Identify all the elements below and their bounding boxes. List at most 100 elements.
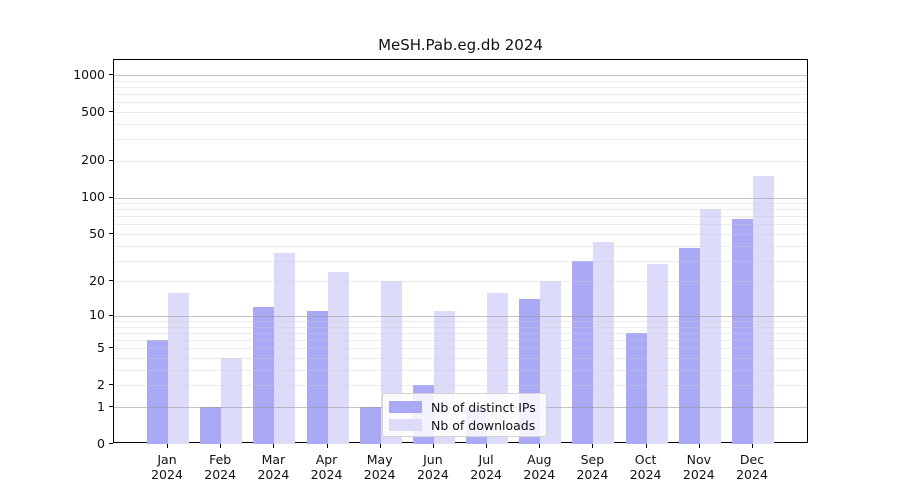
y-tick-mark-0	[109, 443, 113, 444]
bar-feb-downloads	[221, 358, 243, 444]
bar-sep-downloads	[593, 241, 615, 444]
gridline-major-100	[114, 197, 807, 199]
gridline-minor-6	[114, 340, 807, 342]
legend-swatch-downloads	[389, 419, 422, 431]
x-tick-label-apr: Apr 2024	[310, 452, 343, 482]
x-tick-label-may: May 2024	[363, 452, 396, 482]
gridline-minor-80	[114, 209, 807, 211]
gridline-minor-50	[114, 234, 807, 235]
y-tick-mark-1	[109, 406, 113, 407]
gridline-minor-4	[114, 358, 807, 359]
gridline-minor-60	[114, 224, 807, 226]
y-tick-label-50: 50	[89, 225, 105, 241]
gridline-minor-20	[114, 281, 807, 283]
chart-title: MeSH.Pab.eg.db 2024	[378, 36, 543, 54]
gridline-minor-700	[114, 94, 807, 95]
bar-sep-distinct-ips	[572, 260, 594, 444]
legend-label-distinct-ips: Nb of distinct IPs	[431, 399, 536, 415]
y-tick-mark-50	[109, 233, 113, 234]
gridline-minor-500	[114, 112, 807, 113]
gridline-minor-40	[114, 245, 807, 247]
gridline-minor-90	[114, 203, 807, 205]
y-tick-label-10: 10	[89, 307, 105, 323]
y-tick-mark-200	[109, 159, 113, 161]
gridline-minor-7	[114, 332, 807, 334]
x-tick-label-jan: Jan 2024	[151, 452, 183, 482]
x-tick-mark-sep	[592, 444, 594, 448]
legend-label-downloads: Nb of downloads	[431, 417, 536, 433]
gridline-minor-400	[114, 123, 807, 125]
bar-feb-distinct-ips	[200, 407, 222, 444]
y-tick-label-20: 20	[89, 272, 105, 288]
gridline-minor-600	[114, 102, 807, 104]
x-tick-label-jul: Jul 2024	[470, 452, 502, 482]
gridline-minor-200	[114, 160, 807, 162]
y-tick-label-1000: 1000	[73, 66, 105, 82]
gridline-minor-30	[114, 260, 807, 262]
gridline-minor-8	[114, 326, 807, 328]
x-tick-mark-jun	[432, 444, 434, 448]
bar-dec-distinct-ips	[732, 219, 753, 444]
y-tick-mark-100	[109, 196, 113, 198]
y-tick-label-100: 100	[81, 189, 105, 204]
y-tick-mark-500	[109, 111, 113, 112]
y-tick-label-0: 0	[97, 435, 105, 451]
bar-jan-distinct-ips	[147, 340, 168, 444]
bar-apr-downloads	[327, 272, 349, 444]
x-tick-mark-oct	[645, 444, 647, 448]
bar-mar-downloads	[274, 252, 296, 444]
x-tick-label-nov: Nov 2024	[682, 452, 715, 482]
y-tick-label-5: 5	[97, 339, 105, 355]
legend-row-downloads: Nb of downloads	[389, 416, 540, 434]
y-tick-label-200: 200	[81, 152, 105, 168]
x-tick-label-aug: Aug 2024	[523, 452, 556, 482]
gridline-minor-2	[114, 385, 807, 387]
x-tick-label-mar: Mar 2024	[257, 452, 290, 482]
legend-swatch-distinct-ips	[389, 401, 422, 413]
bar-apr-distinct-ips	[306, 311, 328, 444]
gridline-major-10	[114, 315, 807, 317]
bar-nov-downloads	[699, 209, 721, 444]
x-tick-mark-jan	[167, 444, 168, 448]
x-tick-mark-mar	[273, 444, 275, 448]
gridline-minor-9	[114, 321, 807, 322]
x-tick-label-jun: Jun 2024	[416, 452, 449, 482]
bar-jan-downloads	[168, 292, 189, 444]
y-tick-label-2: 2	[97, 376, 105, 392]
plot-area	[113, 59, 808, 444]
bar-mar-distinct-ips	[253, 307, 275, 444]
x-tick-label-sep: Sep 2024	[576, 452, 609, 482]
x-tick-mark-feb	[220, 444, 222, 448]
bar-oct-downloads	[646, 264, 668, 444]
x-tick-mark-dec	[752, 444, 753, 448]
y-tick-mark-20	[109, 280, 113, 282]
gridline-minor-900	[114, 80, 807, 82]
bar-may-distinct-ips	[359, 407, 381, 444]
gridline-minor-3	[114, 370, 807, 371]
y-tick-mark-1000	[109, 74, 113, 75]
legend-row-distinct-ips: Nb of distinct IPs	[389, 398, 540, 416]
x-tick-mark-jul	[486, 444, 488, 448]
bar-dec-downloads	[753, 176, 774, 444]
gridline-minor-300	[114, 139, 807, 141]
bar-nov-distinct-ips	[678, 248, 700, 444]
y-tick-label-500: 500	[81, 103, 105, 119]
y-tick-mark-2	[109, 384, 113, 386]
y-tick-mark-10	[109, 314, 113, 316]
legend: Nb of distinct IPs Nb of downloads	[382, 393, 547, 437]
y-tick-label-1: 1	[97, 398, 105, 414]
x-tick-mark-may	[379, 444, 381, 448]
gridline-minor-800	[114, 86, 807, 88]
x-tick-mark-aug	[539, 444, 541, 448]
gridline-minor-5	[114, 348, 807, 350]
x-tick-label-feb: Feb 2024	[204, 452, 237, 482]
x-tick-label-dec: Dec 2024	[736, 452, 768, 482]
y-tick-mark-5	[109, 347, 113, 349]
gridline-minor-70	[114, 216, 807, 218]
gridline-major-1000	[114, 75, 807, 76]
x-tick-mark-nov	[698, 444, 700, 448]
x-tick-mark-apr	[326, 444, 328, 448]
bar-oct-distinct-ips	[625, 332, 647, 444]
x-tick-label-oct: Oct 2024	[629, 452, 662, 482]
